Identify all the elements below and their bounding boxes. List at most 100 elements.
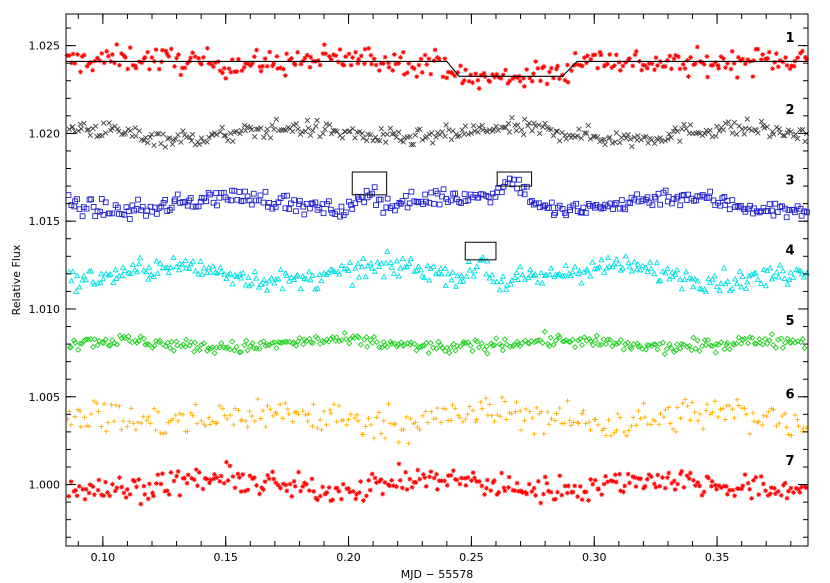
data-point	[196, 55, 202, 61]
data-point	[292, 483, 298, 489]
data-point	[478, 399, 484, 405]
data-point	[548, 199, 555, 206]
data-point	[381, 60, 386, 66]
data-point	[146, 414, 151, 420]
data-point	[386, 401, 391, 407]
data-point	[466, 78, 472, 84]
data-point	[159, 471, 165, 477]
data-point	[742, 285, 750, 291]
data-point	[414, 424, 420, 430]
data-point	[162, 488, 168, 494]
data-point	[758, 474, 764, 479]
data-point	[139, 420, 144, 426]
data-point	[683, 126, 689, 132]
data-point	[780, 482, 786, 488]
data-point	[780, 59, 786, 65]
data-point	[796, 423, 801, 429]
data-point	[129, 261, 137, 268]
data-point	[516, 489, 522, 494]
data-point	[427, 339, 434, 347]
data-point	[194, 421, 200, 427]
data-point	[760, 52, 766, 57]
data-point	[706, 279, 714, 286]
data-point	[503, 286, 510, 292]
data-point	[125, 333, 132, 340]
data-point	[80, 272, 88, 279]
data-point	[644, 194, 651, 201]
highlight-box	[351, 171, 388, 196]
data-point	[677, 66, 683, 72]
data-point	[292, 273, 300, 279]
data-point	[307, 132, 314, 138]
data-point	[682, 268, 690, 275]
data-point	[275, 66, 281, 71]
data-point	[124, 424, 130, 430]
data-point	[494, 412, 500, 418]
data-point	[348, 202, 354, 208]
data-point	[230, 474, 236, 479]
data-point	[126, 337, 133, 344]
data-point	[694, 44, 700, 50]
data-point	[354, 260, 362, 267]
data-point	[353, 49, 359, 55]
data-point	[695, 418, 701, 424]
data-point	[66, 53, 72, 58]
y-tick-label: 1.015	[29, 215, 61, 228]
data-point	[257, 64, 263, 70]
data-point	[191, 477, 197, 483]
data-point	[684, 473, 690, 479]
x-axis-title: MJD − 55578	[401, 568, 473, 581]
data-point	[307, 64, 313, 70]
data-point	[193, 402, 199, 407]
data-point	[70, 51, 76, 57]
data-point	[727, 487, 732, 493]
data-point	[713, 283, 720, 290]
data-point	[286, 411, 292, 417]
data-point	[567, 417, 573, 423]
data-point	[231, 129, 238, 135]
data-point	[336, 403, 342, 409]
data-point	[506, 485, 511, 490]
data-point	[750, 410, 756, 416]
data-point	[166, 492, 172, 497]
data-point	[101, 60, 107, 66]
data-point	[72, 414, 78, 420]
data-point	[302, 412, 308, 418]
data-point	[382, 54, 388, 60]
data-point	[346, 417, 351, 422]
data-point	[140, 335, 147, 342]
data-point	[517, 190, 524, 196]
data-point	[349, 206, 356, 212]
data-point	[609, 65, 615, 70]
data-point	[168, 470, 174, 475]
data-point	[518, 427, 524, 433]
data-point	[603, 433, 609, 438]
data-point	[393, 134, 400, 140]
data-point	[678, 415, 683, 421]
data-point	[372, 475, 378, 481]
data-point	[295, 49, 301, 55]
data-point	[268, 274, 275, 281]
data-point	[670, 426, 676, 432]
data-point	[380, 209, 387, 216]
data-point	[760, 266, 767, 272]
data-point	[671, 56, 677, 62]
data-point	[433, 416, 439, 422]
data-point	[763, 267, 771, 274]
data-point	[405, 260, 413, 267]
data-point	[772, 485, 777, 491]
data-point	[503, 341, 510, 348]
data-point	[503, 124, 509, 131]
data-point	[539, 339, 546, 347]
data-point	[651, 270, 658, 277]
data-point	[493, 278, 500, 285]
data-point	[688, 470, 693, 476]
data-point	[368, 264, 376, 271]
data-point	[257, 192, 264, 199]
data-point	[371, 268, 378, 274]
data-point	[633, 484, 639, 489]
x-tick-label: 0.20	[336, 551, 361, 564]
data-point	[434, 486, 440, 492]
data-point	[523, 183, 530, 190]
data-point	[310, 127, 316, 134]
